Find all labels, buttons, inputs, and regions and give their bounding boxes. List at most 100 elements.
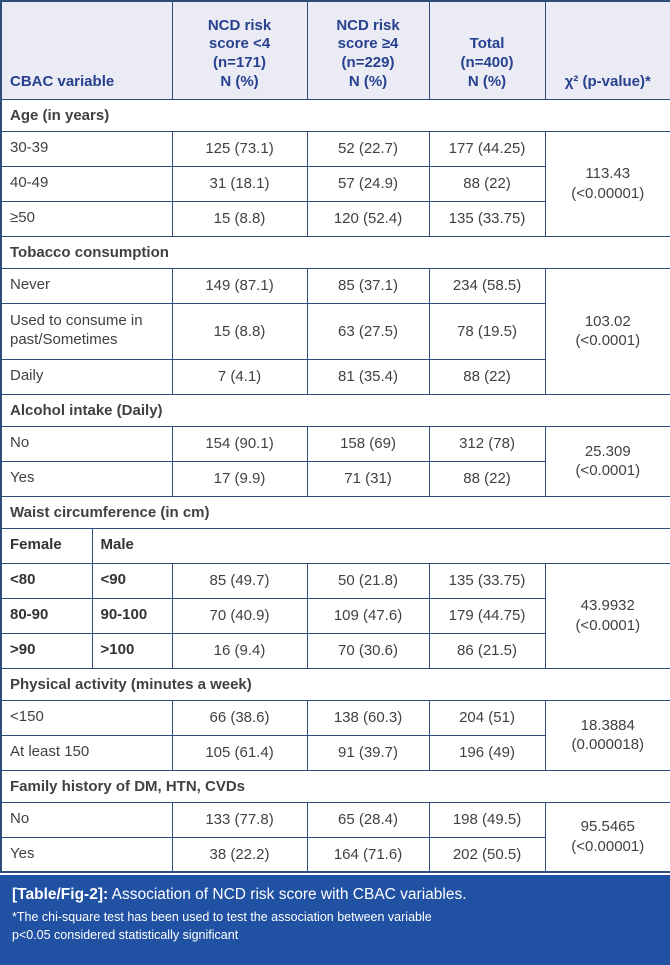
section-row-alcohol: Alcohol intake (Daily) — [0, 393, 670, 427]
cell-ge4: 50 (21.8) — [306, 562, 430, 599]
row-label: Yes — [0, 460, 173, 497]
table-row: ≥50 15 (8.8) 120 (52.4) 135 (33.75) — [0, 200, 670, 237]
cell-total: 204 (51) — [428, 699, 546, 736]
cell-total: 88 (22) — [428, 358, 546, 395]
table-row: Yes 17 (9.9) 71 (31) 88 (22) — [0, 460, 670, 497]
section-title: Alcohol intake (Daily) — [0, 393, 670, 427]
cell-total: 179 (44.75) — [428, 597, 546, 634]
row-label: Yes — [0, 836, 173, 873]
row-label: At least 150 — [0, 734, 173, 771]
cell-lt4: 17 (9.9) — [171, 460, 308, 497]
header-chi-square: χ² (p-value)* — [544, 0, 670, 100]
table-row: <80 <90 85 (49.7) 50 (21.8) 135 (33.75) … — [0, 562, 670, 669]
cell-total: 196 (49) — [428, 734, 546, 771]
cell-total: 88 (22) — [428, 460, 546, 497]
cell-lt4: 15 (8.8) — [171, 302, 308, 360]
cell-total: 86 (21.5) — [428, 632, 546, 669]
cell-total: 198 (49.5) — [428, 801, 546, 838]
row-label-male: <90 — [91, 562, 173, 599]
cell-ge4: 109 (47.6) — [306, 597, 430, 634]
table-row: 80-90 90-100 70 (40.9) 109 (47.6) 179 (4… — [0, 597, 670, 634]
chi-value-cell: 103.02 (<0.0001) — [544, 267, 670, 395]
cell-lt4: 105 (61.4) — [171, 734, 308, 771]
caption-footnote-2: p<0.05 considered statistically signific… — [12, 928, 239, 943]
cell-ge4: 71 (31) — [306, 460, 430, 497]
cell-total: 135 (33.75) — [428, 200, 546, 237]
cell-total: 312 (78) — [428, 425, 546, 462]
cell-ge4: 164 (71.6) — [306, 836, 430, 873]
cell-lt4: 149 (87.1) — [171, 267, 308, 304]
cell-lt4: 16 (9.4) — [171, 632, 308, 669]
section-row-family-history: Family history of DM, HTN, CVDs — [0, 769, 670, 803]
row-label: Used to consume in past/Sometimes — [0, 302, 173, 360]
section-title: Waist circumference (in cm) — [0, 495, 670, 529]
cell-ge4: 138 (60.3) — [306, 699, 430, 736]
row-label: No — [0, 801, 173, 838]
table-row: >90 >100 16 (9.4) 70 (30.6) 86 (21.5) — [0, 632, 670, 669]
cell-ge4: 70 (30.6) — [306, 632, 430, 669]
section-row-tobacco: Tobacco consumption — [0, 235, 670, 269]
chi-value-cell: 113.43 (<0.00001) — [544, 130, 670, 237]
cell-lt4: 7 (4.1) — [171, 358, 308, 395]
row-label: ≥50 — [0, 200, 173, 237]
cell-lt4: 15 (8.8) — [171, 200, 308, 237]
row-label-female: <80 — [0, 562, 93, 599]
cell-total: 234 (58.5) — [428, 267, 546, 304]
cell-ge4: 158 (69) — [306, 425, 430, 462]
section-title: Age (in years) — [0, 98, 670, 132]
row-label: Never — [0, 267, 173, 304]
header-total: Total (n=400) N (%) — [428, 0, 546, 100]
header-ncd-ge4: NCD risk score ≥4 (n=229) N (%) — [306, 0, 430, 100]
cell-total: 88 (22) — [428, 165, 546, 202]
cell-ge4: 81 (35.4) — [306, 358, 430, 395]
subheader-male: Male — [91, 527, 670, 564]
row-label: No — [0, 425, 173, 462]
cell-lt4: 125 (73.1) — [171, 130, 308, 167]
cell-ge4: 85 (37.1) — [306, 267, 430, 304]
cell-lt4: 85 (49.7) — [171, 562, 308, 599]
row-label: Daily — [0, 358, 173, 395]
caption-tag: [Table/Fig-2]: — [12, 886, 109, 903]
table-header-row: CBAC variable NCD risk score <4 (n=171) … — [0, 0, 670, 100]
cell-lt4: 133 (77.8) — [171, 801, 308, 838]
row-label: <150 — [0, 699, 173, 736]
cell-ge4: 120 (52.4) — [306, 200, 430, 237]
section-row-waist: Waist circumference (in cm) — [0, 495, 670, 529]
cell-ge4: 57 (24.9) — [306, 165, 430, 202]
subheader-female: Female — [0, 527, 93, 564]
cell-lt4: 66 (38.6) — [171, 699, 308, 736]
cell-total: 135 (33.75) — [428, 562, 546, 599]
table-row: 30-39 125 (73.1) 52 (22.7) 177 (44.25) 1… — [0, 130, 670, 237]
row-label-male: 90-100 — [91, 597, 173, 634]
row-label-female: >90 — [0, 632, 93, 669]
chi-value-cell: 18.3884 (0.000018) — [544, 699, 670, 771]
cell-lt4: 31 (18.1) — [171, 165, 308, 202]
table-row: Never 149 (87.1) 85 (37.1) 234 (58.5) 10… — [0, 267, 670, 395]
header-cbac-variable: CBAC variable — [0, 0, 173, 100]
section-title: Tobacco consumption — [0, 235, 670, 269]
cell-ge4: 52 (22.7) — [306, 130, 430, 167]
cell-total: 78 (19.5) — [428, 302, 546, 360]
row-label-female: 80-90 — [0, 597, 93, 634]
table-caption: [Table/Fig-2]: Association of NCD risk s… — [12, 885, 658, 905]
table-row: No 154 (90.1) 158 (69) 312 (78) 25.309 (… — [0, 425, 670, 497]
table-row: Used to consume in past/Sometimes 15 (8.… — [0, 302, 670, 360]
cell-ge4: 91 (39.7) — [306, 734, 430, 771]
cell-ge4: 65 (28.4) — [306, 801, 430, 838]
table-row: Yes 38 (22.2) 164 (71.6) 202 (50.5) — [0, 836, 670, 873]
cell-total: 202 (50.5) — [428, 836, 546, 873]
table-row: 40-49 31 (18.1) 57 (24.9) 88 (22) — [0, 165, 670, 202]
table-row: At least 150 105 (61.4) 91 (39.7) 196 (4… — [0, 734, 670, 771]
row-label: 30-39 — [0, 130, 173, 167]
cell-lt4: 154 (90.1) — [171, 425, 308, 462]
cell-lt4: 38 (22.2) — [171, 836, 308, 873]
cbac-association-table: CBAC variable NCD risk score <4 (n=171) … — [0, 0, 670, 873]
section-row-age: Age (in years) — [0, 98, 670, 132]
cell-total: 177 (44.25) — [428, 130, 546, 167]
row-label: 40-49 — [0, 165, 173, 202]
table-row: <150 66 (38.6) 138 (60.3) 204 (51) 18.38… — [0, 699, 670, 771]
cell-lt4: 70 (40.9) — [171, 597, 308, 634]
section-row-physical-activity: Physical activity (minutes a week) — [0, 667, 670, 701]
section-title: Family history of DM, HTN, CVDs — [0, 769, 670, 803]
